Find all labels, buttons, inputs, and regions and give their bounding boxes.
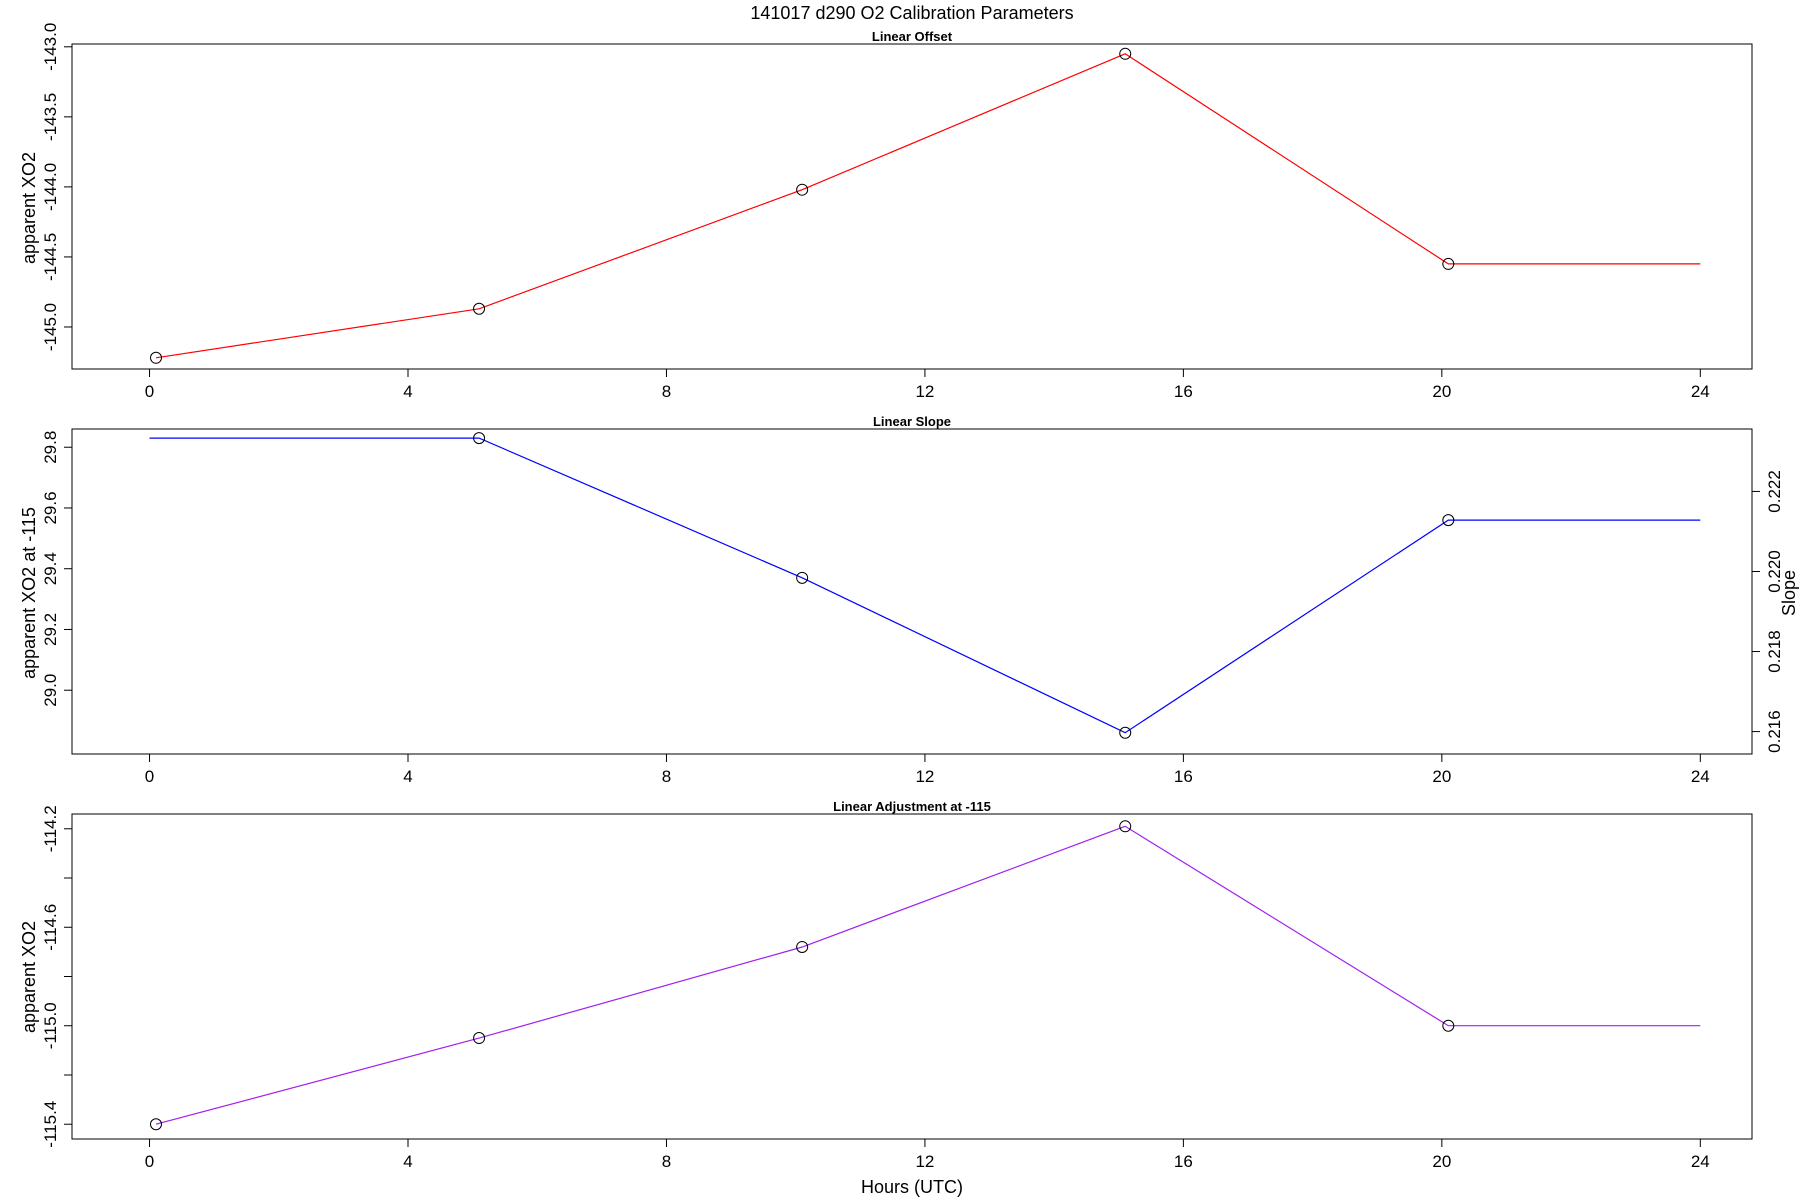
y-tick-label-linear-offset: -144.0 (41, 163, 60, 211)
y-tick-label-right-linear-slope: 0.218 (1765, 630, 1784, 673)
x-tick-label-linear-adjustment: 20 (1432, 1152, 1451, 1171)
x-tick-label-linear-offset: 24 (1691, 382, 1710, 401)
data-point-linear-offset (150, 351, 162, 364)
data-point-linear-offset (796, 183, 809, 196)
y-tick-label-linear-slope: 29.8 (41, 431, 60, 464)
panel-title-linear-slope: Linear Slope (873, 414, 951, 429)
y-tick-label-linear-slope: 29.4 (41, 552, 60, 585)
x-tick-label-linear-adjustment: 12 (915, 1152, 934, 1171)
panel-title-linear-adjustment: Linear Adjustment at -115 (833, 799, 991, 814)
plot-frame-linear-adjustment (71, 813, 1753, 1140)
x-tick-label-linear-slope: 24 (1691, 767, 1710, 786)
x-tick-label-linear-offset: 20 (1432, 382, 1451, 401)
y-tick-label-linear-offset: -143.5 (41, 93, 60, 141)
y-tick-label-right-linear-slope: 0.220 (1765, 550, 1784, 593)
x-tick-label-linear-slope: 12 (915, 767, 934, 786)
data-point-linear-slope (473, 432, 486, 445)
data-point-linear-adjustment (150, 1118, 162, 1131)
x-tick-label-linear-adjustment: 24 (1691, 1152, 1710, 1171)
plot-frame-linear-slope (71, 428, 1753, 755)
x-tick-label-linear-slope: 0 (145, 767, 154, 786)
data-point-linear-slope (1119, 726, 1132, 739)
x-tick-label-linear-slope: 20 (1432, 767, 1451, 786)
plot-frame-linear-offset (71, 43, 1753, 370)
y-axis-label-linear-slope: apparent XO2 at -115 (19, 507, 39, 679)
y-tick-label-linear-offset: -144.5 (41, 233, 60, 281)
data-point-linear-slope (1442, 514, 1455, 527)
y-axis-label-linear-adjustment: apparent XO2 (19, 921, 39, 1033)
data-point-linear-offset (473, 302, 486, 315)
data-point-linear-adjustment (796, 940, 809, 953)
y-axis-right-label-slope: Slope (1779, 570, 1799, 616)
y-tick-label-linear-offset: -145.0 (41, 303, 60, 351)
data-point-linear-adjustment (1119, 820, 1132, 833)
y-tick-label-linear-adjustment: -114.2 (41, 805, 60, 852)
panel-linear-slope: Linear Slope apparent XO2 at -115 Slope … (19, 414, 1799, 786)
x-tick-label-linear-slope: 16 (1174, 767, 1193, 786)
series-line-linear-offset (155, 53, 1701, 359)
x-tick-label-linear-offset: 4 (403, 382, 412, 401)
x-tick-label-linear-offset: 16 (1174, 382, 1193, 401)
x-tick-label-linear-slope: 8 (662, 767, 671, 786)
series-line-linear-slope (149, 437, 1701, 734)
data-point-linear-adjustment (1442, 1019, 1455, 1032)
y-tick-label-right-linear-slope: 0.216 (1765, 710, 1784, 753)
x-tick-label-linear-offset: 12 (915, 382, 934, 401)
y-tick-label-linear-adjustment: -114.6 (41, 904, 60, 951)
figure-title: 141017 d290 O2 Calibration Parameters (750, 3, 1073, 23)
y-tick-label-linear-slope: 29.6 (41, 491, 60, 524)
y-tick-label-linear-slope: 29.0 (41, 674, 60, 707)
y-axis-label-linear-offset: apparent XO2 (19, 152, 39, 264)
panel-linear-offset: Linear Offset apparent XO2 0 4 8 12 16 20 24 -1… (19, 23, 1753, 401)
y-tick-label-linear-slope: 29.2 (41, 613, 60, 646)
panel-linear-adjustment: Linear Adjustment at -115 apparent XO2 0… (19, 799, 1753, 1171)
y-tick-label-linear-offset: -143.0 (41, 23, 60, 71)
x-tick-label-linear-adjustment: 0 (145, 1152, 154, 1171)
x-tick-label-linear-offset: 8 (662, 382, 671, 401)
y-tick-label-linear-adjustment: -115.0 (41, 1002, 60, 1049)
x-tick-label-linear-adjustment: 8 (662, 1152, 671, 1171)
panel-title-linear-offset: Linear Offset (872, 29, 953, 44)
x-tick-label-linear-offset: 0 (145, 382, 154, 401)
data-point-linear-slope (796, 571, 809, 584)
y-tick-label-right-linear-slope: 0.222 (1765, 470, 1784, 513)
x-tick-label-linear-adjustment: 16 (1174, 1152, 1193, 1171)
x-axis-label: Hours (UTC) (861, 1177, 963, 1197)
data-point-linear-offset (1442, 257, 1455, 270)
x-tick-label-linear-adjustment: 4 (403, 1152, 412, 1171)
x-tick-label-linear-slope: 4 (403, 767, 412, 786)
y-tick-label-linear-adjustment: -115.4 (41, 1101, 60, 1148)
data-point-linear-offset (1119, 47, 1132, 60)
data-point-linear-adjustment (473, 1032, 486, 1045)
series-line-linear-adjustment (155, 825, 1701, 1125)
